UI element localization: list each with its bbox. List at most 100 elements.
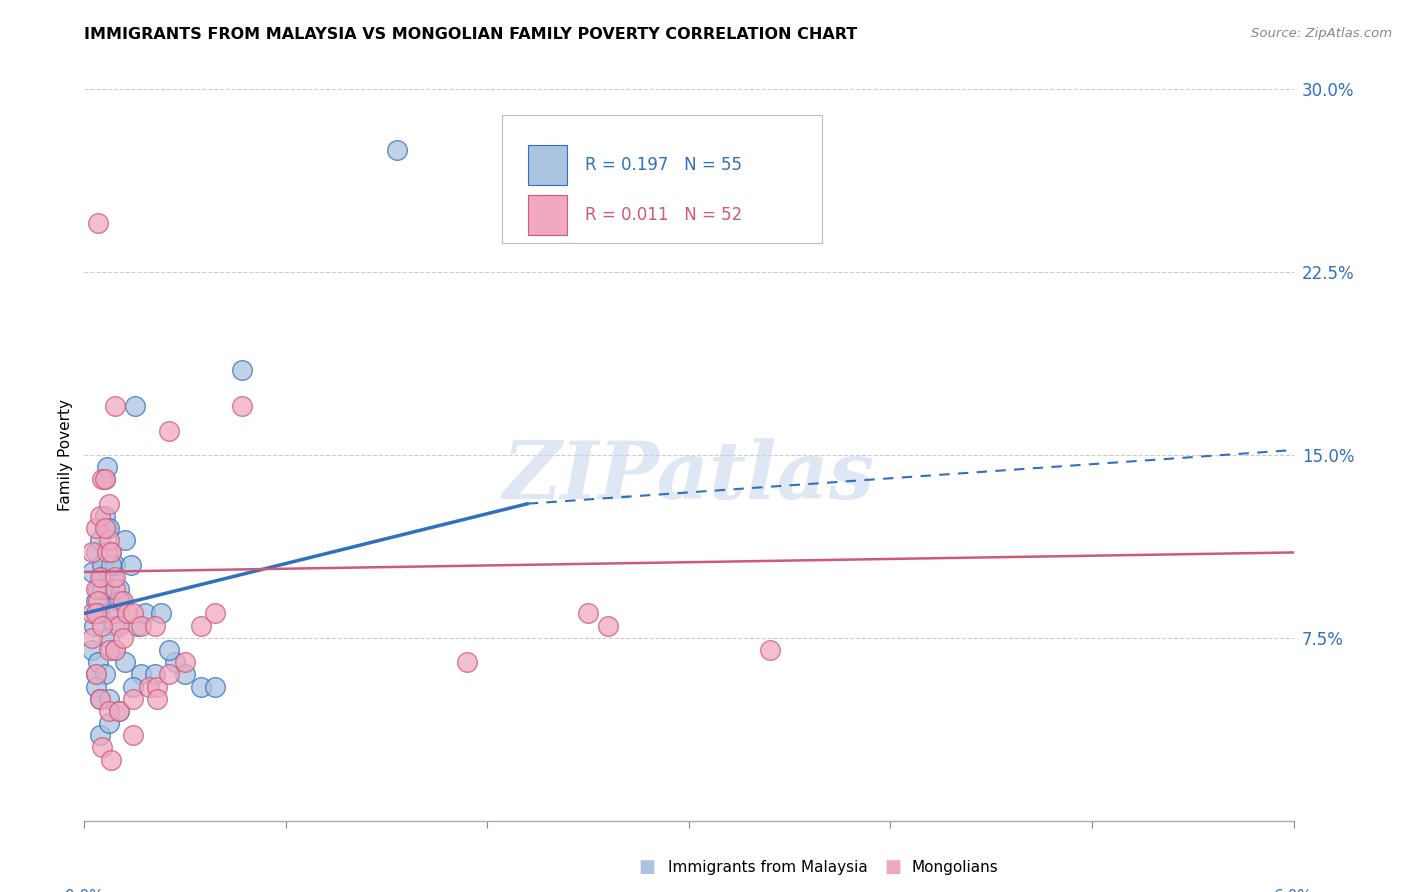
Point xyxy=(143,667,166,681)
Point xyxy=(86,667,108,681)
Point xyxy=(86,582,108,596)
Point xyxy=(104,570,127,584)
Point xyxy=(174,655,197,669)
Point xyxy=(89,691,111,706)
Point xyxy=(87,216,110,230)
Point xyxy=(204,680,226,694)
Point xyxy=(125,618,148,632)
Point xyxy=(93,472,115,486)
Point xyxy=(120,558,142,572)
Point xyxy=(89,691,111,706)
Point xyxy=(111,594,134,608)
Point xyxy=(96,460,118,475)
Point xyxy=(86,667,108,681)
Point xyxy=(157,643,180,657)
Point xyxy=(86,607,108,621)
Point xyxy=(129,667,152,681)
Point xyxy=(104,618,127,632)
Point xyxy=(104,582,127,596)
Point xyxy=(89,728,111,742)
Point xyxy=(104,607,127,621)
Bar xyxy=(529,195,567,235)
Point xyxy=(104,558,127,572)
Text: ■: ■ xyxy=(638,858,655,876)
Point xyxy=(111,631,134,645)
Point xyxy=(96,521,118,535)
Text: 6.0%: 6.0% xyxy=(1274,889,1313,892)
Point xyxy=(110,594,132,608)
Point xyxy=(121,691,143,706)
Point xyxy=(93,472,115,486)
Point xyxy=(86,521,108,535)
Point xyxy=(100,545,122,559)
Point xyxy=(89,570,111,584)
Point xyxy=(97,704,120,718)
Point xyxy=(121,728,143,742)
Point xyxy=(91,570,114,584)
Point xyxy=(89,533,111,548)
Point xyxy=(97,533,120,548)
Point xyxy=(89,508,111,523)
Point xyxy=(82,607,104,621)
Point xyxy=(86,680,108,694)
Point xyxy=(231,399,253,413)
Point xyxy=(114,655,136,669)
Point xyxy=(149,607,172,621)
Point xyxy=(86,594,108,608)
Point xyxy=(115,607,138,621)
Point xyxy=(114,533,136,548)
Point xyxy=(91,618,114,632)
Point xyxy=(107,582,129,596)
Point xyxy=(107,704,129,718)
Point xyxy=(87,607,110,621)
Point xyxy=(456,655,478,669)
Point xyxy=(107,594,129,608)
Point xyxy=(157,667,180,681)
Point xyxy=(231,362,253,376)
Point xyxy=(100,545,122,559)
Point xyxy=(143,618,166,632)
Point xyxy=(146,691,169,706)
Point xyxy=(146,680,169,694)
Point xyxy=(598,618,620,632)
Point xyxy=(758,643,780,657)
Point xyxy=(89,607,111,621)
Point xyxy=(97,631,120,645)
Point xyxy=(190,680,212,694)
Point xyxy=(576,607,599,621)
Point xyxy=(97,582,120,596)
Point xyxy=(121,607,143,621)
Point xyxy=(174,667,197,681)
Point xyxy=(138,680,160,694)
Point xyxy=(83,618,105,632)
Point xyxy=(124,399,146,413)
Text: Source: ZipAtlas.com: Source: ZipAtlas.com xyxy=(1251,27,1392,40)
Point xyxy=(157,424,180,438)
Point xyxy=(82,631,104,645)
Point xyxy=(97,716,120,731)
Bar xyxy=(529,145,567,186)
Point xyxy=(100,753,122,767)
Point xyxy=(97,691,120,706)
Text: IMMIGRANTS FROM MALAYSIA VS MONGOLIAN FAMILY POVERTY CORRELATION CHART: IMMIGRANTS FROM MALAYSIA VS MONGOLIAN FA… xyxy=(84,27,858,42)
Point xyxy=(82,565,104,579)
Point xyxy=(134,607,156,621)
Point xyxy=(87,582,110,596)
Point xyxy=(104,643,127,657)
Point xyxy=(101,570,124,584)
Point xyxy=(104,643,127,657)
Point xyxy=(82,643,104,657)
Point xyxy=(82,545,104,559)
Point xyxy=(91,582,114,596)
Point xyxy=(97,497,120,511)
Point xyxy=(93,521,115,535)
Point xyxy=(93,667,115,681)
Text: ZIPatlas: ZIPatlas xyxy=(503,438,875,516)
Point xyxy=(165,655,187,669)
Point xyxy=(107,618,129,632)
Text: 0.0%: 0.0% xyxy=(65,889,104,892)
Point xyxy=(87,594,110,608)
Point xyxy=(385,143,408,157)
Point xyxy=(100,558,122,572)
Point xyxy=(93,508,115,523)
